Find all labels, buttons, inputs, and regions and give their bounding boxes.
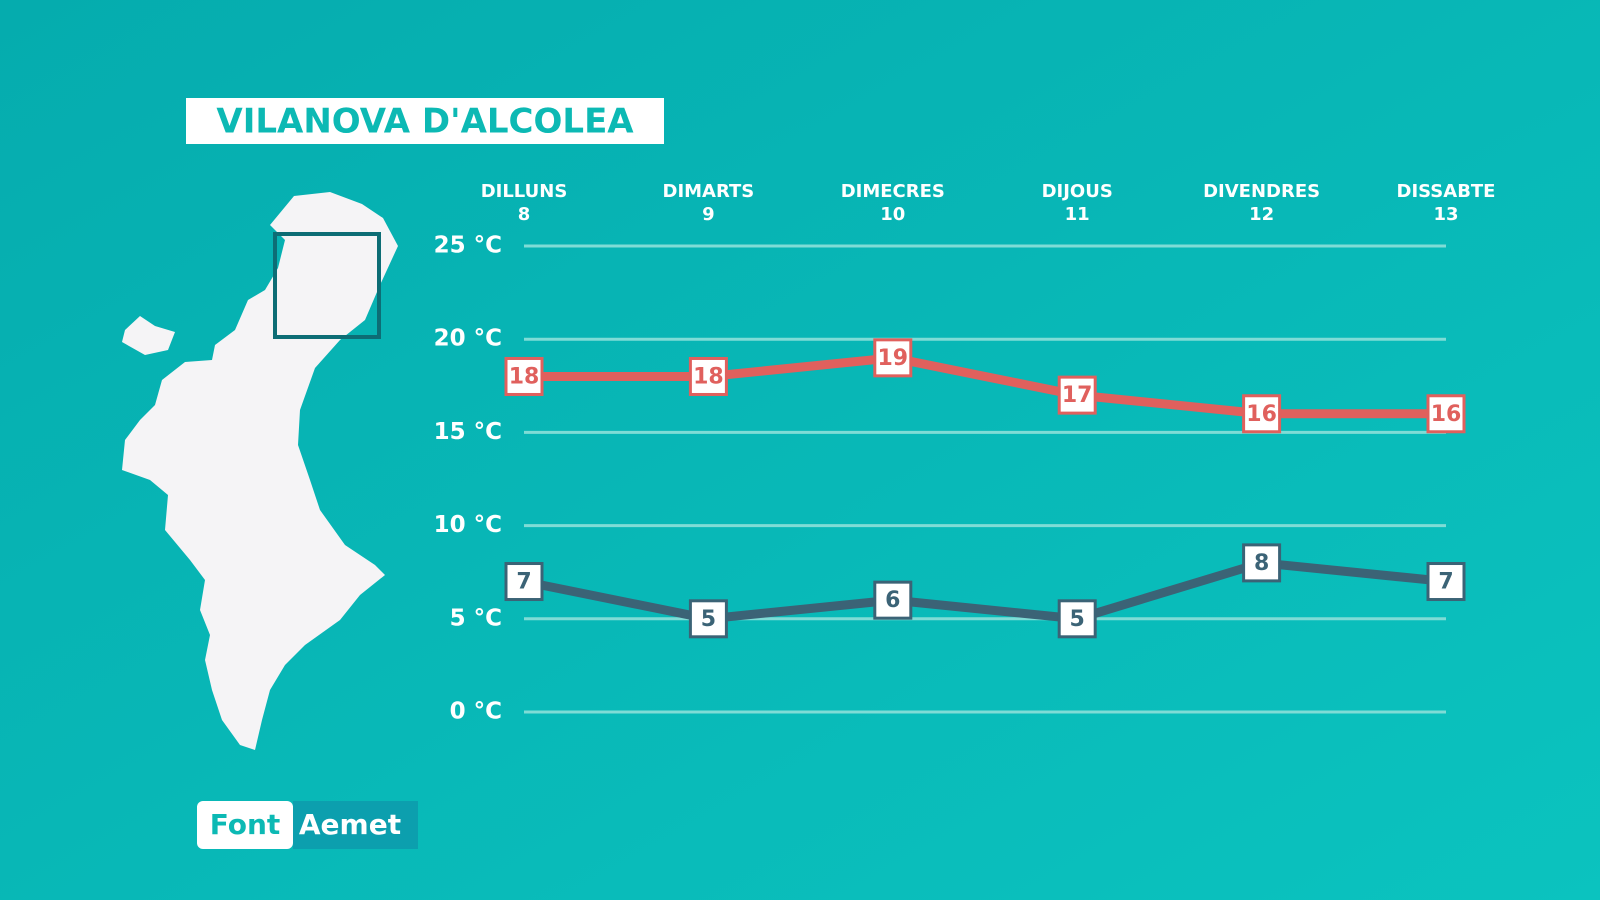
x-tick-label: DILLUNS: [481, 181, 568, 202]
y-tick-label: 15 °C: [434, 419, 502, 445]
y-tick-label: 5 °C: [450, 605, 502, 631]
point-marker: [504, 356, 544, 396]
point-marker: [688, 356, 728, 396]
x-tick-sublabel: 11: [1065, 204, 1090, 225]
source-label: Font: [210, 808, 281, 841]
map-inset-box: [273, 232, 381, 339]
series-line: [523, 558, 1447, 624]
point-marker: [1242, 394, 1282, 434]
chart-title: VILANOVA D'ALCOLEA: [216, 102, 634, 142]
x-tick-label: DIJOUS: [1042, 181, 1113, 202]
data-label: 7: [516, 570, 531, 595]
point-marker: [1057, 599, 1097, 639]
x-tick-label: DIMECRES: [841, 181, 945, 202]
data-label: 5: [1070, 607, 1085, 632]
point-marker: [1426, 394, 1466, 434]
x-tick-label: DIMARTS: [663, 181, 755, 202]
data-label: 16: [1431, 402, 1462, 427]
source-label-box: [197, 801, 293, 849]
point-marker: [1242, 543, 1282, 583]
x-tick-sublabel: 8: [518, 204, 531, 225]
source-box: [293, 801, 418, 849]
region-map: [122, 192, 398, 750]
y-tick-label: 10 °C: [434, 512, 502, 538]
title-box: [186, 98, 664, 144]
y-tick-label: 20 °C: [434, 326, 502, 352]
data-label: 8: [1254, 551, 1269, 576]
data-label: 16: [1246, 402, 1277, 427]
point-marker: [688, 599, 728, 639]
source: Aemet: [299, 808, 401, 841]
point-marker: [873, 580, 913, 620]
x-tick-label: DIVENDRES: [1203, 181, 1320, 202]
data-label: 19: [877, 346, 908, 371]
x-tick-sublabel: 10: [880, 204, 905, 225]
x-tick-label: DISSABTE: [1397, 181, 1496, 202]
x-tick-sublabel: 13: [1433, 204, 1458, 225]
y-tick-label: 25 °C: [434, 233, 502, 259]
data-label: 6: [885, 588, 900, 613]
point-marker: [1426, 562, 1466, 602]
y-tick-label: 0 °C: [450, 699, 502, 725]
data-label: 7: [1438, 570, 1453, 595]
x-tick-sublabel: 9: [702, 204, 715, 225]
data-label: 5: [701, 607, 716, 632]
data-label: 18: [509, 364, 540, 389]
series-line: [524, 353, 1446, 419]
point-marker: [1057, 375, 1097, 415]
point-marker: [873, 338, 913, 378]
data-label: 17: [1062, 383, 1093, 408]
x-tick-sublabel: 12: [1249, 204, 1274, 225]
data-label: 18: [693, 364, 724, 389]
point-marker: [504, 562, 544, 602]
